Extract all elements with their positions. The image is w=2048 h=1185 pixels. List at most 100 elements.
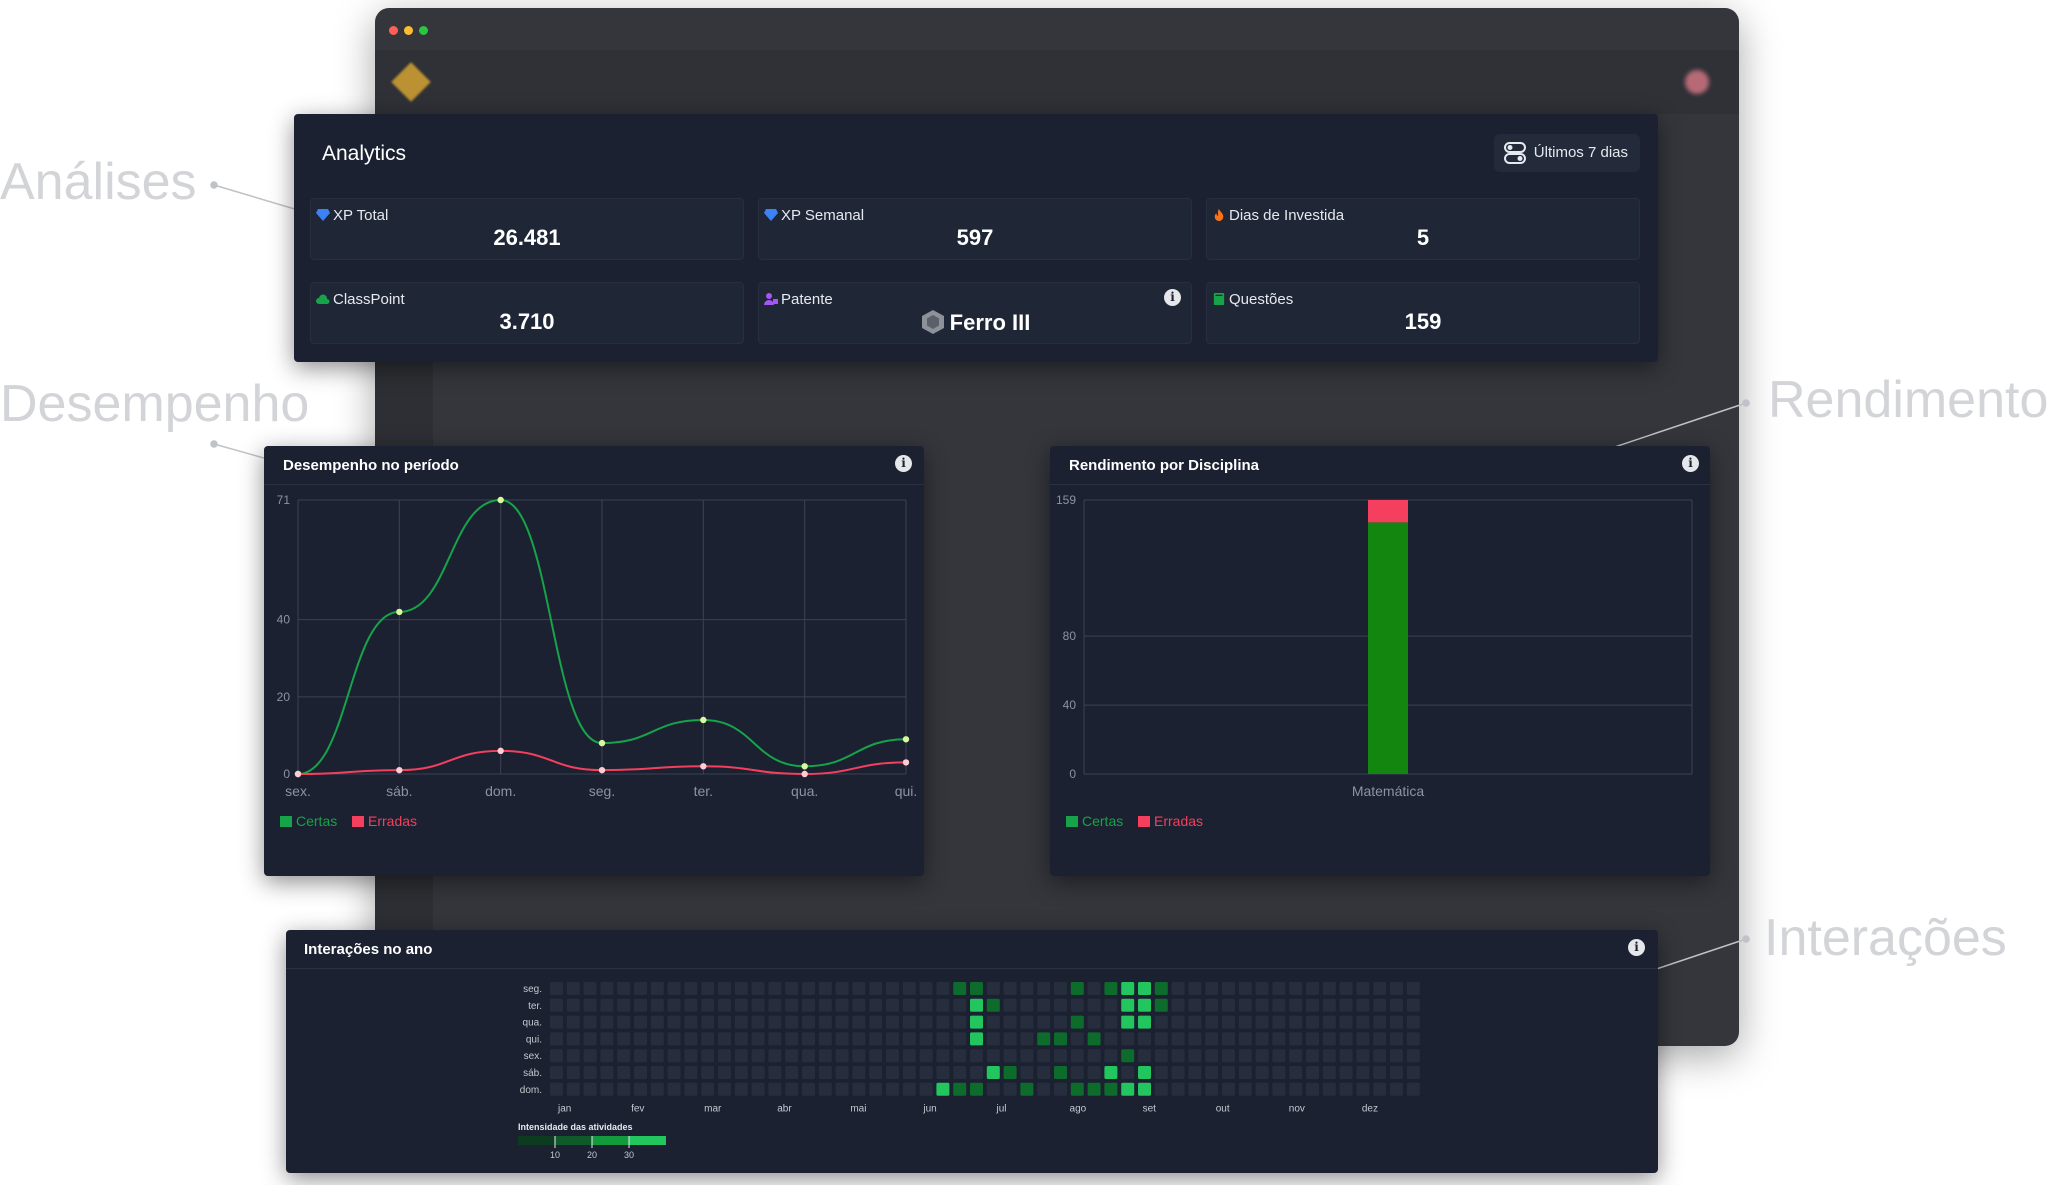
heatmap-cell (869, 1082, 883, 1096)
intensity-scale-label: 10 (550, 1150, 560, 1160)
heatmap-row-label: sex. (524, 1051, 542, 1062)
heatmap-cell (1306, 982, 1319, 995)
heatmap-cell (1373, 1049, 1387, 1063)
heatmap-cell (718, 1032, 731, 1046)
heatmap-cell (869, 1032, 883, 1046)
stat-card: Questões 159 (1206, 282, 1640, 344)
x-tick-label: ter. (694, 783, 713, 799)
data-point (497, 747, 504, 755)
heatmap-cell (1037, 998, 1051, 1012)
heatmap-cell (1356, 982, 1370, 995)
maximize-dot-icon[interactable] (419, 26, 428, 35)
legend-label-certas: Certas (296, 813, 337, 829)
heatmap-cell (785, 1032, 799, 1046)
heatmap-cell (684, 1049, 698, 1063)
heatmap-cell (835, 1015, 849, 1029)
heatmap-cell (1070, 1032, 1084, 1046)
heatmap-cell (919, 1049, 933, 1063)
heatmap-cell (768, 1066, 782, 1079)
legend-swatch-certas (280, 816, 292, 827)
heatmap-cell (1037, 1015, 1051, 1029)
heatmap-cell (1104, 1082, 1118, 1096)
background-topbar (375, 50, 1739, 114)
heatmap-cell (583, 1032, 597, 1046)
heatmap-cell (1390, 1049, 1403, 1063)
heatmap-cell (1222, 1066, 1235, 1079)
heatmap-cell (886, 1066, 899, 1079)
close-dot-icon[interactable] (389, 26, 398, 35)
heatmap-cell (1037, 1049, 1051, 1063)
heatmap-cell (718, 982, 731, 995)
intensity-scale-segment (518, 1136, 555, 1145)
rendimento-panel: Rendimento por Disciplina i 0 40 80 159 Mate… (1050, 446, 1710, 876)
period-button[interactable]: Últimos 7 dias (1493, 134, 1640, 172)
heatmap-cell (1356, 998, 1370, 1012)
heatmap-cell (667, 1066, 681, 1079)
heatmap-cell (751, 1032, 765, 1046)
heatmap-cell (1390, 982, 1403, 995)
heatmap-cell (919, 1032, 933, 1046)
info-icon[interactable]: i (1164, 289, 1181, 306)
heatmap-cell (852, 1066, 866, 1079)
desempenho-panel: Desempenho no período i 0 20 40 71 sex. sáb. d… (264, 446, 924, 876)
period-button-label: Últimos 7 dias (1533, 144, 1628, 161)
heatmap-cell (550, 1049, 563, 1063)
x-tick-label: Matemática (1352, 783, 1425, 799)
heatmap-cell (1070, 982, 1084, 995)
heatmap-cell (1238, 1082, 1252, 1096)
intensity-scale-segment (592, 1136, 629, 1145)
heatmap-cell (583, 982, 597, 995)
heatmap-cell (1322, 982, 1336, 995)
heatmap-cell (919, 1082, 933, 1096)
heatmap-cell (1070, 1082, 1084, 1096)
heatmap-cell (1322, 1015, 1336, 1029)
heatmap-cell (852, 998, 866, 1012)
heatmap-cell (583, 1066, 597, 1079)
info-icon[interactable]: i (1682, 455, 1699, 472)
heatmap-cell (953, 1049, 967, 1063)
heatmap-cell (1289, 1066, 1303, 1079)
y-tick-label: 0 (283, 767, 290, 781)
info-icon[interactable]: i (1628, 939, 1645, 956)
heatmap-cell (1356, 1082, 1370, 1096)
heatmap-cell (802, 1049, 815, 1063)
heatmap-cell (902, 1049, 916, 1063)
heatmap-cell (751, 982, 765, 995)
heatmap-cell (1272, 1082, 1286, 1096)
heatmap-cell (734, 982, 748, 995)
heatmap-cell (1272, 1049, 1286, 1063)
heatmap-cell (886, 982, 899, 995)
heatmap-cell (902, 1015, 916, 1029)
heatmap-cell (1003, 1049, 1017, 1063)
stat-card: XP Total 26.481 (310, 198, 744, 260)
stat-card-value: 3.710 (499, 309, 555, 334)
heatmap-cell (852, 1015, 866, 1029)
heatmap-cell (953, 982, 967, 995)
heatmap-cell (1222, 982, 1235, 995)
heatmap-cell (1070, 1015, 1084, 1029)
heatmap-cell (701, 1049, 715, 1063)
heatmap-cell (718, 1082, 731, 1096)
heatmap-cell (886, 1049, 899, 1063)
heatmap-cell (718, 1049, 731, 1063)
heatmap-cell (1255, 1015, 1269, 1029)
heatmap-cell (1087, 1015, 1101, 1029)
info-icon[interactable]: i (895, 455, 912, 472)
heatmap-cell (1054, 982, 1067, 995)
stat-card-label: XP Semanal (781, 207, 865, 224)
minimize-dot-icon[interactable] (404, 26, 413, 35)
heatmap-cell (1406, 982, 1420, 995)
data-point (396, 766, 403, 774)
heatmap-cell (1406, 998, 1420, 1012)
heatmap-cell (684, 1032, 698, 1046)
heatmap-cell (566, 1049, 580, 1063)
legend-label-erradas: Erradas (1154, 813, 1203, 829)
heatmap-cell (835, 1049, 849, 1063)
heatmap-cell (1154, 1015, 1168, 1029)
heatmap-cell (768, 1015, 782, 1029)
heatmap-cell (1087, 1049, 1101, 1063)
heatmap-cell (550, 1082, 563, 1096)
connector-dot (1742, 399, 1750, 407)
heatmap-cell (835, 1082, 849, 1096)
heatmap-cell (1356, 1049, 1370, 1063)
